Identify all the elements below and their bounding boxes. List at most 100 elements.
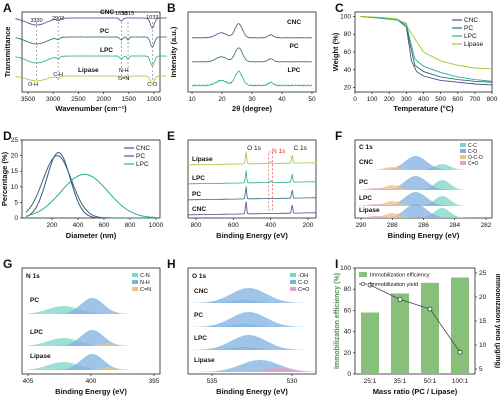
legend-swatch-bar (359, 272, 367, 277)
x-tick-label: 1000 (149, 222, 164, 229)
x-tick-label: 2000 (96, 96, 111, 103)
x-tick-label: 1000 (147, 96, 162, 103)
peak-label: 3330 (30, 18, 42, 24)
y-tick-label: 60 (344, 307, 352, 314)
y-tick-label: 40 (344, 67, 352, 74)
x-tick-label: 50:1 (424, 378, 437, 385)
yield-point (457, 349, 463, 355)
panel-b: B 10 20 30 40 50 2θ (degree) Intensity (a.u.) CN… (167, 1, 317, 113)
y-tick-label: 20 (344, 350, 352, 357)
legend-label: C=O (468, 161, 479, 167)
series-label: Lipase (359, 207, 380, 214)
fit-component (345, 216, 500, 218)
series-label: LPC (192, 175, 205, 182)
x-tick-label: 530 (287, 378, 298, 385)
x-tick-label: 1500 (122, 96, 137, 103)
x-tick-label: 35:1 (394, 378, 407, 385)
series-label: PC (359, 179, 368, 186)
series-label: CNC (192, 206, 206, 213)
y-tick-label: 0 (14, 215, 18, 222)
x-tick-label: 535 (207, 378, 218, 385)
band-label: O-H (28, 82, 38, 88)
fit-component (180, 288, 324, 303)
series-line (360, 15, 493, 82)
x-tick-label: 600 (452, 96, 463, 103)
series-label: Lipase (194, 357, 215, 364)
x-tick-label: 600 (99, 222, 110, 229)
series-label: Lipase (192, 156, 213, 163)
legend-label: PC (136, 153, 145, 160)
x-tick-label: 290 (356, 222, 367, 229)
fit-component (345, 156, 500, 170)
band-label: N-H (119, 68, 129, 74)
bar (451, 277, 469, 374)
x-tick-label: 200 (384, 96, 395, 103)
x-axis-label: 2θ (degree) (232, 104, 272, 113)
y-tick-label: 100 (340, 13, 351, 20)
panel-letter: E (167, 129, 175, 143)
series-line (187, 151, 317, 166)
legend-label: LPC (136, 161, 149, 168)
peak-label: 2902 (52, 16, 64, 22)
peak-label: C 1s (293, 145, 307, 152)
fit-component (345, 192, 500, 206)
panel-f: F 290 288 286 284 282 Binding Energy (eV) C 1s C… (335, 129, 500, 240)
fit-component (180, 368, 324, 372)
fit-component (28, 354, 154, 370)
x-axis-label: Binding Energy (eV) (216, 387, 288, 396)
x-tick-label: 0 (353, 96, 357, 103)
yield-line (369, 284, 461, 353)
legend-swatch-marker (360, 281, 366, 287)
series-line (187, 186, 317, 201)
x-axis-label: Binding Energy (eV) (216, 231, 288, 240)
fit-component (345, 176, 500, 190)
plot-frame (187, 139, 317, 219)
x-tick-label: 500 (435, 96, 446, 103)
series-label: Lipase (30, 353, 51, 360)
y-tick-label-right: 10 (479, 342, 487, 349)
panel-letter: A (3, 1, 12, 15)
x-tick-label: 200 (303, 222, 314, 229)
fit-component (345, 188, 500, 190)
series-label: PC (30, 297, 39, 304)
fit-component (345, 204, 500, 218)
panel-g: G 405 400 395 Binding Energy (eV) N 1s C-NN-HC… (3, 257, 161, 396)
legend-label: C=O (298, 287, 310, 293)
x-tick-label: 400 (86, 378, 97, 385)
legend-label: C-O (298, 280, 309, 286)
y-tick-label: 20 (11, 153, 19, 160)
bar (391, 293, 409, 374)
x-axis-label: Binding Energy (eV) (55, 387, 127, 396)
y-tick-label: 100 (340, 265, 351, 272)
x-tick-label: 284 (449, 222, 460, 229)
x-tick-label: 800 (487, 96, 498, 103)
bar (361, 312, 379, 374)
panel-c: C 0 100 200 300 400 500 600 700 800 Temperature (°… (331, 1, 498, 113)
peak-label: 1515 (122, 11, 134, 17)
y-tick-label: 15 (11, 168, 19, 175)
fit-component (345, 204, 500, 206)
series-line (191, 70, 313, 87)
x-tick-label: 700 (469, 96, 480, 103)
legend-swatch (290, 273, 296, 277)
legend-swatch (460, 149, 466, 153)
x-tick-label: 10 (188, 96, 196, 103)
y-tick-label: 80 (344, 31, 352, 38)
series-label: LPC (100, 47, 113, 54)
series-line (191, 47, 312, 63)
x-tick-label: 100:1 (452, 378, 469, 385)
panel-title: O 1s (192, 273, 206, 280)
x-tick-label: 288 (387, 222, 398, 229)
legend-swatch (290, 280, 296, 284)
panel-letter: C (335, 1, 344, 15)
panel-letter: H (167, 257, 176, 271)
legend-label: C-C (468, 143, 477, 149)
x-tick-label: 400 (265, 222, 276, 229)
panel-letter: F (335, 129, 342, 143)
series-line (15, 17, 167, 29)
legend-label: -OH (298, 273, 308, 279)
panel-title: C 1s (359, 144, 373, 151)
plot-frame (187, 267, 317, 375)
x-tick-label: 400 (73, 222, 84, 229)
series-label: LPC (359, 195, 372, 202)
